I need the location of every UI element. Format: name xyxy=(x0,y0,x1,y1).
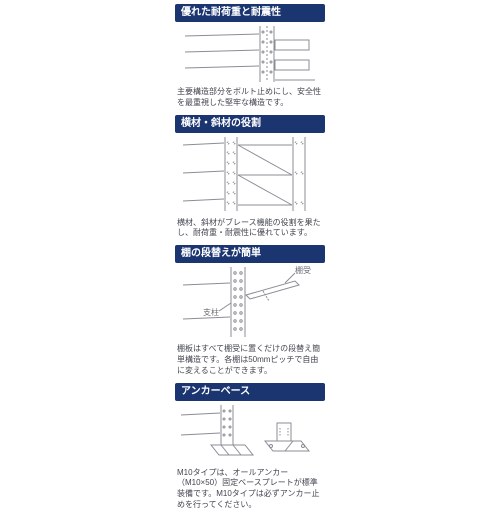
illustration-brace-frame xyxy=(175,133,325,215)
illustration-shelf-support: 棚受 支柱 xyxy=(175,263,325,341)
product-spec-page: 優れた耐荷重と耐震性 主要構造部分をボルト止めにし、安全性を最重視した堅牢な構造… xyxy=(175,0,325,515)
section-desc: 主要構造部分をボルト止めにし、安全性を最重視した堅牢な構造です。 xyxy=(175,84,325,113)
label-post: 支柱 xyxy=(203,307,219,317)
section-shelf-change: 棚の段替えが簡単 棚受 支柱 棚 xyxy=(175,245,325,380)
section-desc: 横材、斜材がブレース機能の役割を果たし、耐荷重・耐震性に優れています。 xyxy=(175,215,325,244)
illustration-anchor-base xyxy=(175,401,325,465)
section-title: アンカーベース xyxy=(175,383,325,401)
section-title: 優れた耐荷重と耐震性 xyxy=(175,4,325,22)
section-load-resistance: 優れた耐荷重と耐震性 主要構造部分をボルト止めにし、安全性を最重視した堅牢な構造… xyxy=(175,4,325,113)
illustration-bolted-frame xyxy=(175,22,325,84)
section-desc: M10タイプは、オールアンカー（M10×50）固定ベースプレートが標準装備です。… xyxy=(175,465,325,515)
section-title: 横材・斜材の役割 xyxy=(175,115,325,133)
section-title: 棚の段替えが簡単 xyxy=(175,245,325,263)
label-bracket: 棚受 xyxy=(295,265,311,275)
section-desc: 棚板はすべて棚受に置くだけの段替え簡単構造です。各棚は50mmピッチで自由に変え… xyxy=(175,341,325,380)
section-brace: 横材・斜材の役割 xyxy=(175,115,325,244)
section-anchor-base: アンカーベース xyxy=(175,383,325,515)
